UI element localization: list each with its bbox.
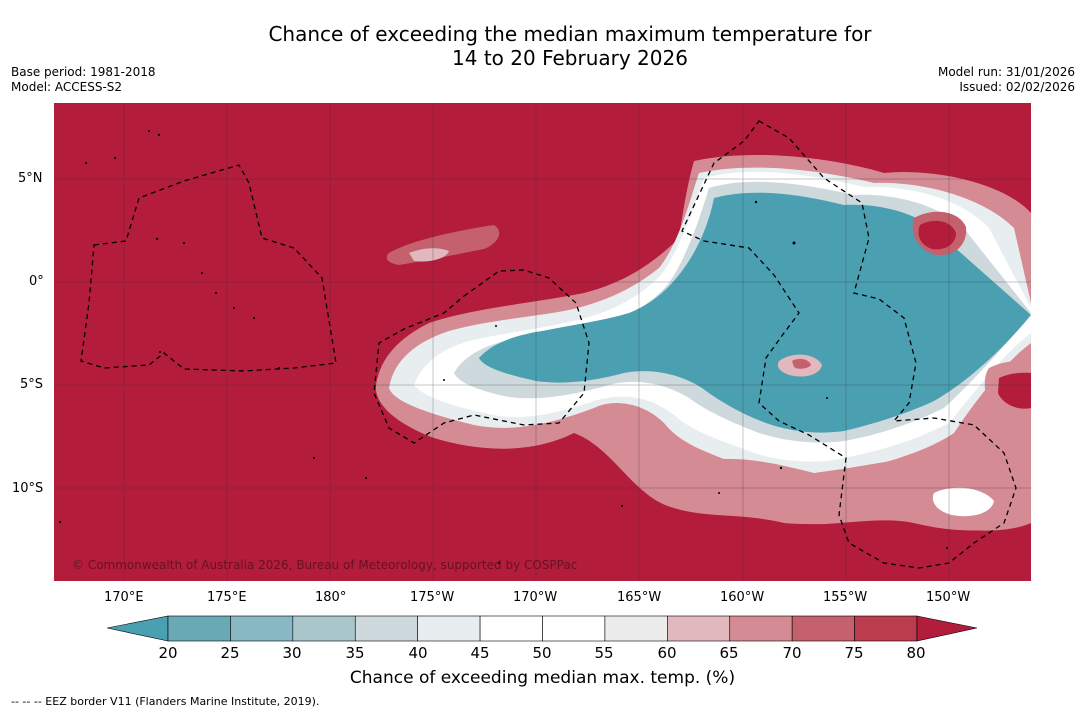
model-name: Model: ACCESS-S2 bbox=[11, 80, 123, 94]
island-dot bbox=[754, 200, 758, 204]
lat-label-10s: 10°S bbox=[12, 481, 44, 496]
lat-label-5n: 5°N bbox=[18, 171, 43, 186]
island-dot bbox=[313, 457, 315, 459]
island-dot bbox=[155, 237, 159, 241]
lon-label-175e: 175°E bbox=[207, 590, 247, 605]
island-dot bbox=[621, 505, 623, 507]
legend-tick-20: 20 bbox=[158, 644, 178, 662]
eez-footnote: -- -- -- EEZ border V11 (Flanders Marine… bbox=[11, 695, 320, 708]
graticule bbox=[54, 103, 1031, 581]
contour-65-patch-north bbox=[409, 248, 449, 262]
lat-label-0: 0° bbox=[29, 274, 44, 289]
colorbar-bin bbox=[230, 615, 294, 642]
contour-50-south-patch bbox=[932, 487, 994, 517]
legend-tick-80: 80 bbox=[906, 644, 926, 662]
colorbar-bin bbox=[854, 615, 918, 642]
colorbar-bin bbox=[604, 615, 668, 642]
lon-label-150w: 150°W bbox=[926, 590, 971, 605]
legend-tick-65: 65 bbox=[719, 644, 739, 662]
island-dot bbox=[718, 492, 720, 494]
map-copyright: © Commonwealth of Australia 2026, Bureau… bbox=[72, 558, 577, 572]
colorbar bbox=[107, 615, 978, 642]
colorbar-bin bbox=[292, 615, 356, 642]
colorbar-bins bbox=[167, 615, 918, 642]
islands bbox=[58, 130, 948, 565]
colorbar-extend-above bbox=[916, 615, 978, 642]
island-dot bbox=[779, 466, 783, 470]
island-dot bbox=[233, 307, 235, 309]
lon-label-170e: 170°E bbox=[104, 590, 144, 605]
legend-tick-45: 45 bbox=[470, 644, 490, 662]
issued-date: Issued: 02/02/2026 bbox=[959, 80, 1075, 94]
island-dot bbox=[157, 133, 161, 137]
island-dot bbox=[183, 242, 185, 244]
island-dot bbox=[946, 547, 948, 549]
island-dot bbox=[201, 272, 203, 274]
island-dot bbox=[253, 317, 255, 319]
colorbar-bin bbox=[667, 615, 731, 642]
island-dot bbox=[215, 292, 217, 294]
island-dot bbox=[278, 367, 280, 369]
chart-title-line1: Chance of exceeding the median maximum t… bbox=[268, 22, 872, 46]
contour-80-hole-east bbox=[998, 372, 1031, 409]
colorbar-bin bbox=[354, 615, 418, 642]
legend-tick-50: 50 bbox=[532, 644, 552, 662]
legend-title: Chance of exceeding median max. temp. (%… bbox=[349, 668, 736, 688]
lon-label-170w: 170°W bbox=[513, 590, 558, 605]
legend-tick-55: 55 bbox=[594, 644, 614, 662]
legend-tick-25: 25 bbox=[220, 644, 240, 662]
legend-tick-35: 35 bbox=[345, 644, 365, 662]
eez-border-line-islands bbox=[681, 120, 1017, 569]
contour-below-20 bbox=[479, 192, 1031, 433]
legend-tick-75: 75 bbox=[844, 644, 864, 662]
model-run: Model run: 31/01/2026 bbox=[937, 65, 1075, 79]
probability-map: © Commonwealth of Australia 2026, Bureau… bbox=[54, 103, 1031, 581]
colorbar-bin bbox=[542, 615, 606, 642]
lat-label-5s: 5°S bbox=[20, 377, 44, 392]
lon-label-160w: 160°W bbox=[720, 590, 765, 605]
island-dot bbox=[443, 379, 445, 381]
colorbar-bin bbox=[167, 615, 231, 642]
contour-80-hole-north bbox=[918, 220, 956, 250]
lon-label-165w: 165°W bbox=[617, 590, 662, 605]
island-dot bbox=[85, 162, 87, 164]
lon-label-155w: 155°W bbox=[823, 590, 868, 605]
base-period: Base period: 1981-2018 bbox=[11, 65, 156, 79]
chart-title-line2: 14 to 20 February 2026 bbox=[452, 46, 688, 70]
colorbar-bin bbox=[479, 615, 543, 642]
lon-label-180: 180° bbox=[315, 590, 347, 605]
legend-tick-40: 40 bbox=[408, 644, 428, 662]
island-dot bbox=[826, 397, 828, 399]
island-dot bbox=[114, 157, 116, 159]
colorbar-bin bbox=[417, 615, 481, 642]
island-dot bbox=[58, 520, 62, 524]
colorbar-bin bbox=[729, 615, 793, 642]
island-dot bbox=[497, 561, 501, 565]
colorbar-bin bbox=[791, 615, 855, 642]
eez-borders bbox=[80, 120, 1017, 569]
island-dot bbox=[365, 477, 367, 479]
lon-label-175w: 175°W bbox=[410, 590, 455, 605]
island-dot bbox=[792, 241, 796, 245]
contour-70-spot-central bbox=[792, 358, 811, 369]
colorbar-extend-below bbox=[107, 615, 169, 642]
probability-contours bbox=[375, 154, 1031, 531]
legend-tick-30: 30 bbox=[282, 644, 302, 662]
island-dot bbox=[495, 325, 497, 327]
legend-tick-60: 60 bbox=[657, 644, 677, 662]
legend-tick-70: 70 bbox=[782, 644, 802, 662]
island-dot bbox=[159, 351, 161, 353]
island-dot bbox=[148, 130, 150, 132]
